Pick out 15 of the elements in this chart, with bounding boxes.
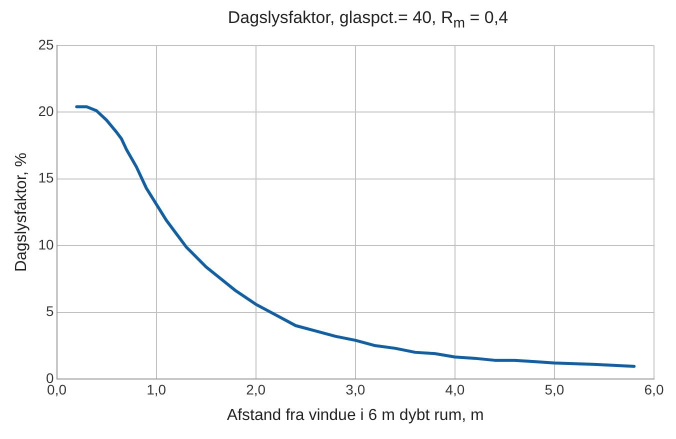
- y-tick-label: 15: [38, 170, 54, 186]
- x-tick-label: 6,0: [644, 381, 664, 398]
- y-tick-label: 5: [46, 303, 54, 320]
- y-tick-label: 0: [46, 370, 54, 386]
- x-tick-label: 5,0: [544, 381, 564, 398]
- y-tick-label: 10: [38, 236, 54, 252]
- y-tick-label: 20: [38, 102, 54, 119]
- x-axis-title: Afstand fra vindue i 6 m dybt rum, m: [226, 406, 484, 424]
- x-tick-label: 3,0: [346, 381, 366, 398]
- y-tick-label: 25: [38, 36, 54, 52]
- x-tick-label: 4,0: [445, 381, 465, 398]
- y-axis-title: Dagslysfaktor, %: [13, 152, 30, 272]
- chart-title: Dagslysfaktor, glaspct.= 40, R$_{m}$ = 0,4: [226, 8, 510, 34]
- x-tick-label: 1,0: [146, 381, 166, 398]
- x-tick-label: 2,0: [246, 381, 266, 398]
